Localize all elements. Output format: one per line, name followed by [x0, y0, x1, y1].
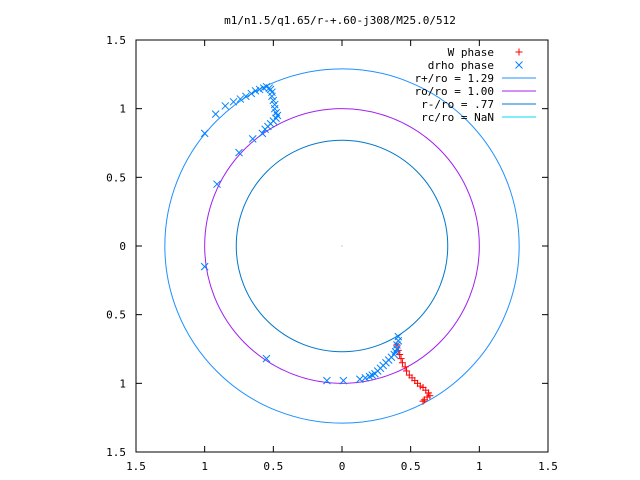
- drho-phase-point: [355, 375, 364, 384]
- x-tick-label: 0: [339, 460, 346, 473]
- x-tick-label: 0.5: [401, 460, 421, 473]
- drho-phase-point: [270, 100, 279, 109]
- cross-b: [394, 336, 403, 345]
- y-tick-label: 0.5: [106, 309, 126, 322]
- drho-phase-point: [211, 110, 220, 119]
- cross-b: [272, 108, 280, 117]
- phase-markers: [200, 82, 434, 405]
- drho-phase-point: [213, 180, 221, 189]
- x-tick-label: 1: [201, 460, 208, 473]
- origin-dot: [341, 245, 343, 247]
- drho-phase-point: [339, 376, 348, 385]
- legend-marker: [515, 61, 523, 69]
- cross-b: [213, 180, 221, 189]
- cross-b: [200, 129, 209, 138]
- drho-phase-point: [236, 95, 245, 103]
- axis-ticks: [135, 39, 549, 453]
- y-tick-label: 0.5: [106, 171, 126, 184]
- drho-phase-point: [258, 129, 267, 138]
- legend-label: W phase: [448, 46, 494, 59]
- drho-phase-point: [262, 354, 271, 363]
- cross-b: [221, 102, 230, 110]
- cross-b: [259, 84, 268, 92]
- legend-marker: [515, 48, 523, 56]
- legend-label: r-/ro = .77: [421, 98, 494, 111]
- cross-b: [242, 92, 250, 101]
- y-tick-label: 1: [119, 103, 126, 116]
- y-tick-labels: 1.5 1 0.5 0 0.5 1 1.5: [106, 34, 126, 459]
- circle-r-ro-1-29: [164, 68, 520, 424]
- y-tick-label: 1: [119, 377, 126, 390]
- cross-b: [200, 262, 209, 271]
- cross-b: [365, 372, 374, 381]
- circle-r-ro-77: [235, 139, 449, 353]
- drho-phase-point: [259, 84, 268, 92]
- drho-phase-point: [221, 102, 230, 110]
- drho-phase-point: [368, 371, 377, 379]
- circle-ro-ro-1-00: [204, 108, 480, 384]
- w-phase-point: [397, 355, 405, 363]
- cross-b: [229, 97, 238, 106]
- legend-label: rc/ro = NaN: [421, 111, 494, 124]
- cross-b: [251, 86, 260, 95]
- drho-phase-point: [242, 92, 250, 101]
- cross-b: [269, 96, 278, 105]
- cross-b: [270, 100, 279, 109]
- drho-phase-point: [323, 376, 331, 385]
- cross-b: [258, 129, 267, 138]
- y-tick-label: 1.5: [106, 34, 126, 47]
- x-tick-labels: 1.5 1 0.5 0 0.5 1 1.5: [126, 460, 558, 473]
- cross-b: [355, 375, 364, 384]
- drho-phase-point: [200, 262, 209, 271]
- legend-label: drho phase: [428, 59, 494, 72]
- drho-phase-point: [272, 108, 280, 117]
- cross-b: [255, 85, 264, 94]
- cross-b: [211, 110, 220, 119]
- drho-phase-point: [247, 89, 256, 98]
- cross-b: [361, 373, 370, 382]
- y-tick-label: 1.5: [106, 446, 126, 459]
- w-phase-point: [398, 359, 406, 367]
- legend-label: ro/ro = 1.00: [415, 85, 494, 98]
- drho-phase-point: [269, 96, 278, 105]
- w-phase-point: [419, 397, 427, 405]
- x-tick-label: 0.5: [263, 460, 283, 473]
- cross-b: [323, 376, 331, 385]
- x-tick-label: 1: [476, 460, 483, 473]
- cross-b: [268, 88, 276, 97]
- cross-b: [262, 354, 271, 363]
- w-phase-point: [403, 367, 411, 375]
- x-tick-label: 1.5: [538, 460, 558, 473]
- drho-phase-point: [365, 372, 374, 381]
- y-tick-label: 0: [119, 240, 126, 253]
- chart-title: m1/n1.5/q1.65/r-+.60-j308/M25.0/512: [224, 14, 456, 27]
- w-phase-point: [401, 363, 409, 371]
- drho-phase-point: [251, 86, 260, 95]
- cross-b: [236, 95, 245, 103]
- legend-label: r+/ro = 1.29: [415, 72, 494, 85]
- cross-b: [248, 135, 257, 143]
- drho-phase-point: [255, 85, 264, 94]
- drho-phase-point: [273, 111, 282, 120]
- cross-b: [515, 61, 523, 69]
- cross-b: [235, 148, 243, 157]
- drho-phase-point: [248, 135, 257, 143]
- w-phase-point: [420, 396, 428, 404]
- drho-phase-point: [200, 129, 209, 138]
- cross-b: [265, 84, 274, 92]
- x-tick-label: 1.5: [126, 460, 146, 473]
- drho-phase-point: [394, 336, 403, 345]
- radius-circles: [164, 68, 520, 424]
- drho-phase-point: [229, 97, 238, 106]
- cross-b: [273, 111, 282, 120]
- cross-b: [247, 89, 256, 98]
- drho-phase-point: [235, 148, 243, 157]
- cross-b: [339, 376, 348, 385]
